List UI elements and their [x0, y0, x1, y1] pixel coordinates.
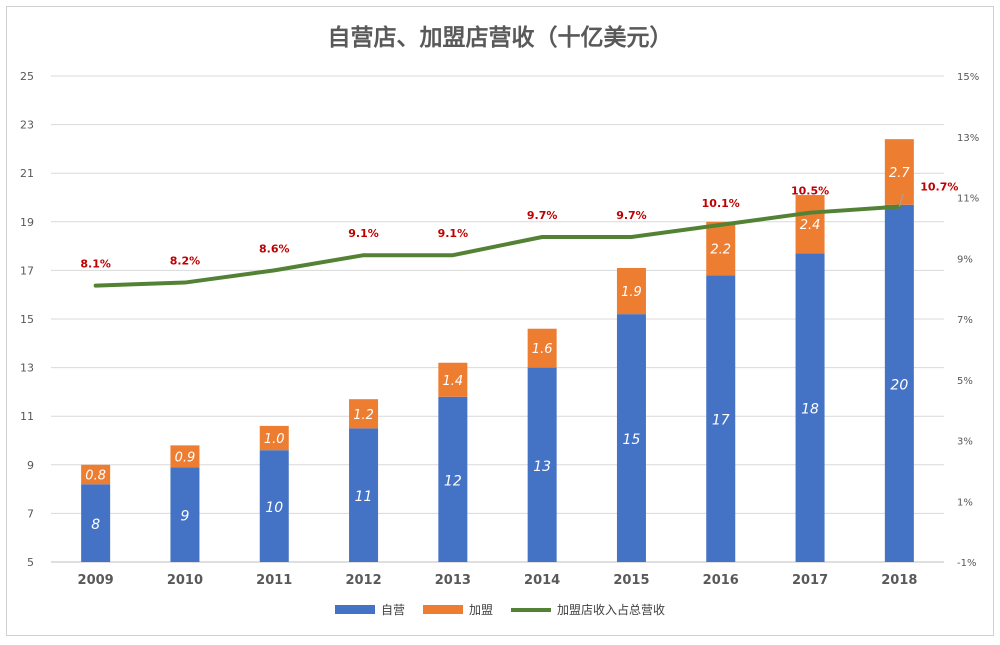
bar-label-franchise: 2.7 [889, 166, 910, 181]
y2-tick-label: 9% [957, 254, 973, 265]
bar-franchise [884, 139, 914, 205]
y-tick-label: 13 [20, 362, 34, 375]
bar-label-self: 17 [712, 413, 730, 429]
line-data-label: 10.1% [702, 197, 740, 210]
bar-self-operated [259, 450, 289, 562]
bar-label-self: 10 [265, 500, 283, 516]
bar-label-self: 13 [533, 459, 551, 475]
bar-self-operated [527, 367, 557, 562]
bar-label-franchise: 0.8 [85, 469, 106, 484]
line-data-label: 8.6% [259, 242, 290, 255]
x-axis: 2009 2010 2011 2012 2013 2014 2015 2016 2017 2018 [78, 573, 918, 588]
bar-label-franchise: 1.0 [264, 432, 285, 447]
y2-tick-label: 13% [957, 133, 979, 144]
bar-label-franchise: 2.4 [800, 218, 821, 233]
bar-label-franchise: 0.9 [175, 450, 196, 465]
bar-label-self: 9 [180, 509, 189, 525]
line-data-label: 9.1% [438, 227, 469, 240]
chart-svg: 自营店、加盟店营收（十亿美元） 5 7 9 11 13 15 17 19 21 23 25 -1% 1… [20, 24, 979, 617]
x-tick-label: 2014 [524, 573, 560, 588]
y-tick-label: 11 [20, 410, 34, 423]
bar-franchise [349, 399, 379, 429]
y-axis-primary: 5 7 9 11 13 15 17 19 21 23 25 [20, 70, 34, 569]
bar-franchise [81, 464, 111, 485]
bar-franchise [527, 328, 557, 368]
chart-title: 自营店、加盟店营收（十亿美元） [328, 24, 673, 51]
bar-layer: 8 0.8 9 0.9 10 1.0 11 1.2 12 1.4 13 1.6 15 1.9 17 2.2 18… [81, 139, 914, 563]
bar-franchise [706, 221, 736, 276]
x-tick-label: 2009 [78, 573, 114, 588]
x-tick-label: 2011 [256, 573, 292, 588]
bar-label-franchise: 1.6 [532, 342, 553, 357]
bar-franchise [616, 267, 646, 315]
line-data-label: 8.2% [170, 255, 201, 268]
y2-tick-label: -1% [957, 558, 976, 569]
bar-label-self: 12 [444, 473, 462, 489]
x-tick-label: 2015 [613, 573, 649, 588]
legend: 自营 加盟 加盟店收入占总营收 [335, 602, 665, 617]
bar-label-franchise: 1.4 [443, 374, 464, 389]
y-tick-label: 5 [27, 556, 34, 569]
bar-franchise [259, 425, 289, 451]
x-tick-label: 2016 [703, 573, 739, 588]
line-data-label: 9.7% [527, 209, 558, 222]
y2-tick-label: 15% [957, 72, 979, 83]
bar-label-franchise: 1.9 [621, 285, 642, 300]
bar-label-franchise: 1.2 [353, 408, 374, 423]
line-data-label: 10.7% [920, 181, 958, 194]
bar-self-operated [438, 396, 468, 562]
bar-label-self: 15 [623, 432, 641, 448]
x-tick-label: 2018 [881, 573, 917, 588]
y2-tick-label: 5% [957, 376, 973, 387]
x-tick-label: 2013 [435, 573, 471, 588]
x-tick-label: 2010 [167, 573, 203, 588]
y-tick-label: 23 [20, 119, 34, 132]
legend-swatch-franchise [423, 605, 463, 614]
y2-tick-label: 11% [957, 194, 979, 205]
y2-tick-label: 7% [957, 315, 973, 326]
line-layer: 8.1% 8.2% 8.6% 9.1% 9.1% 9.7% 9.7% 10.1% 10.5% 10… [80, 181, 958, 288]
y-tick-label: 19 [20, 216, 34, 229]
y-tick-label: 21 [20, 167, 34, 180]
bar-franchise [170, 445, 200, 468]
gridlines [51, 75, 944, 563]
y2-tick-label: 3% [957, 437, 973, 448]
bar-self-operated [616, 314, 646, 562]
bar-franchise [438, 362, 468, 397]
y-tick-label: 9 [27, 459, 34, 472]
bar-self-operated [81, 484, 111, 562]
legend-label-self: 自营 [381, 603, 405, 617]
line-data-label: 10.5% [791, 185, 829, 198]
bar-label-franchise: 2.2 [710, 243, 731, 258]
label-leader [898, 193, 904, 207]
line-data-label: 9.7% [616, 209, 647, 222]
y-tick-label: 25 [20, 70, 34, 83]
y-tick-label: 15 [20, 313, 34, 326]
legend-label-franchise: 加盟 [469, 603, 493, 617]
bar-franchise [795, 195, 825, 254]
y2-tick-label: 1% [957, 497, 973, 508]
line-data-label: 8.1% [80, 258, 111, 271]
bar-self-operated [884, 204, 914, 563]
bar-label-self: 18 [801, 402, 819, 418]
y-tick-label: 17 [20, 264, 34, 277]
share-line [93, 204, 902, 288]
bar-label-self: 11 [355, 489, 373, 505]
bar-label-self: 8 [91, 517, 100, 533]
chart-frame: 自营店、加盟店营收（十亿美元） 5 7 9 11 13 15 17 19 21 23 25 -1% 1… [6, 6, 994, 636]
x-tick-label: 2012 [345, 573, 381, 588]
y-axis-secondary: -1% 1% 3% 5% 7% 9% 11% 13% 15% [957, 72, 979, 569]
bar-self-operated [795, 253, 825, 562]
line-data-label: 9.1% [348, 227, 379, 240]
legend-swatch-self [335, 605, 375, 614]
legend-label-share: 加盟店收入占总营收 [557, 602, 665, 617]
bar-self-operated [170, 467, 200, 562]
y-tick-label: 7 [27, 507, 34, 520]
bar-self-operated [706, 275, 736, 562]
bar-self-operated [349, 428, 379, 562]
x-tick-label: 2017 [792, 573, 828, 588]
bar-label-self: 20 [890, 377, 908, 393]
